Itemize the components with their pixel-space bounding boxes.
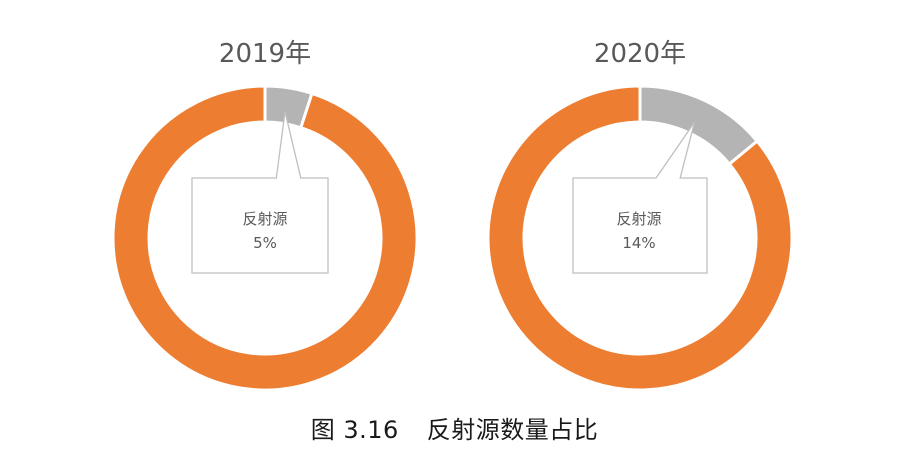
callout-label-2020: 反射源 xyxy=(616,210,661,228)
donut-slice-other xyxy=(111,84,419,392)
callout-box-2020 xyxy=(572,121,708,274)
donut-chart-2020: 2020年 反射源 14% xyxy=(486,39,794,392)
chart-title-2020: 2020年 xyxy=(594,39,686,69)
callout-label-2019: 反射源 xyxy=(242,210,287,228)
donut-chart-2019: 2019年 反射源 5% xyxy=(111,39,419,392)
callout-value-2019: 5% xyxy=(253,234,277,252)
chart-title-2019: 2019年 xyxy=(219,39,311,69)
figure-caption-text: 反射源数量占比 xyxy=(426,416,599,444)
donut-slices-2020 xyxy=(486,84,794,392)
callout-value-2020: 14% xyxy=(622,234,655,252)
figure-caption: 图 3.16 反射源数量占比 xyxy=(0,410,909,445)
callout-box-2019 xyxy=(191,111,329,274)
donut-slice-reflector xyxy=(638,84,760,167)
figure-caption-number: 图 3.16 xyxy=(310,416,399,444)
donut-slice-other xyxy=(486,84,794,392)
donut-slices-2019 xyxy=(111,84,419,392)
